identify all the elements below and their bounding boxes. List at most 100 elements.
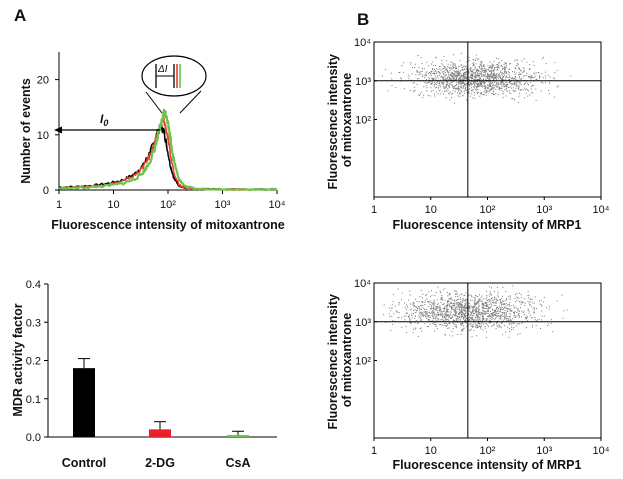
sct-point [435,83,437,85]
scb-point [538,318,540,320]
scb-point [431,313,433,315]
sct-point [436,76,438,78]
scb-point [478,310,480,311]
scb-point [432,308,434,310]
sct-point [501,79,503,81]
scb-point [469,319,470,320]
sct-point [435,57,437,59]
sct-point [449,78,451,80]
sct-point [482,78,484,80]
scb-point [459,302,461,304]
scb-point [444,319,446,321]
sct-point [506,72,507,74]
scb-point [453,314,455,316]
sct-point [437,71,439,73]
scb-point [490,318,492,320]
scb-point [481,319,483,321]
scb-point [495,317,497,319]
scb-point [414,298,416,300]
sct-point [472,90,474,92]
scb-point [415,310,417,311]
scb-point [417,322,419,324]
sct-point [490,75,492,77]
scb-point [474,302,475,304]
sct-point [441,75,443,77]
scb-point [461,316,463,318]
scb-point [548,306,550,308]
scb-point [446,306,448,308]
hist-y-tick-label: 20 [37,75,49,87]
sct-point [473,92,475,93]
sct-point [532,84,534,86]
scatter-bottom-y-label: Fluorescence intensity of mitoxantrone [326,291,354,430]
scb-point [438,314,439,316]
scb-point [498,306,500,308]
sct-point [477,76,479,78]
scb-point [440,298,442,300]
scb-point [496,315,497,317]
sct-point [450,97,452,99]
sct-point [481,83,482,85]
scb-point [518,323,520,325]
scb-point [484,310,486,312]
sct-point [462,95,464,97]
scb-point [481,312,483,314]
sct-point [490,79,492,81]
scb-point [442,320,444,322]
scb-point [449,305,451,306]
sct-point [489,61,491,63]
sct-point [519,77,520,79]
sct-point [531,77,532,79]
sct-point [424,82,426,84]
scb-point [493,314,495,316]
scb-point [519,310,520,312]
sct-point [530,81,532,83]
scb-point [465,303,466,305]
sct-point [504,68,506,70]
scb-point [463,325,464,327]
scb-point [431,312,433,314]
scb-point [486,300,488,301]
sct-point [513,87,514,89]
sct-point [498,76,500,78]
scb-point [489,314,491,316]
sct-point [499,75,501,76]
scb-point [401,326,403,328]
scb-point [473,300,475,302]
scb-point [478,318,480,320]
sct-point [416,71,418,73]
sct-point [464,84,466,86]
scb-point [491,294,493,296]
scb-point [492,318,494,320]
sct-point [449,83,451,85]
sct-point [501,87,503,89]
scb-point [519,333,521,334]
scb-point [449,306,451,308]
sct-point [421,68,423,69]
sct-point [399,71,401,73]
sct-point [493,76,495,78]
sct-point [443,68,445,69]
scb-point [424,311,426,312]
scb-point [460,305,462,307]
scb-point [415,311,417,313]
sct-point [496,79,498,81]
scb-point [440,299,442,301]
bar [227,435,249,437]
scb-point [500,327,502,329]
scb-point [434,330,436,332]
sct-point [473,64,475,65]
scb-point [501,302,503,304]
scb-point [486,290,487,292]
sct-point [483,79,485,80]
sct-point [492,75,494,77]
scb-point [516,315,518,317]
scb-point [432,312,434,314]
sct-point [436,86,438,88]
scb-point [477,307,479,309]
sct-point [448,92,449,94]
scb-point [450,301,452,303]
scb-point [414,306,416,308]
scb-point [411,303,413,305]
scb-point [460,294,462,296]
